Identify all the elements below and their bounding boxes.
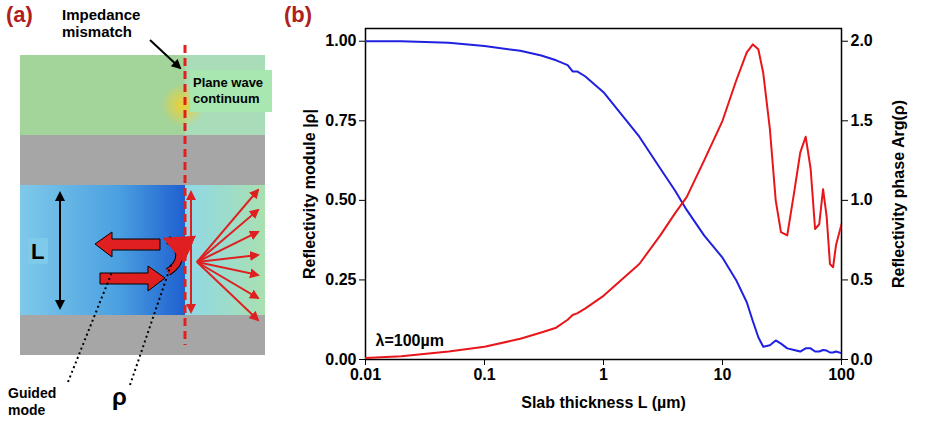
svg-text:0.1: 0.1 <box>473 366 495 383</box>
html-text:(b): (b) <box>284 2 313 27</box>
svg-text:Plane wavecontinuum: Plane wavecontinuum <box>193 75 263 106</box>
svg-text:ρ: ρ <box>112 383 127 410</box>
svg-text:Guidedmode: Guidedmode <box>8 385 56 418</box>
svg-text:L: L <box>31 239 44 264</box>
svg-text:0.01: 0.01 <box>350 366 381 383</box>
svg-text:0.0: 0.0 <box>851 351 873 368</box>
svg-text:10: 10 <box>714 366 732 383</box>
svg-text:2.0: 2.0 <box>851 32 873 49</box>
svg-text:0.50: 0.50 <box>325 191 356 208</box>
svg-text:Reflectivity module |ρ|: Reflectivity module |ρ| <box>301 109 318 279</box>
svg-text:0.75: 0.75 <box>325 112 356 129</box>
svg-text:Reflectivity phase Arg(ρ): Reflectivity phase Arg(ρ) <box>890 100 907 288</box>
svg-text:1: 1 <box>599 366 608 383</box>
svg-text:1.00: 1.00 <box>325 32 356 49</box>
svg-text:λ=100µm: λ=100µm <box>376 332 444 349</box>
svg-text:Slab thickness L (µm): Slab thickness L (µm) <box>521 394 686 411</box>
svg-text:1.5: 1.5 <box>851 112 873 129</box>
svg-text:Impedancemismatch: Impedancemismatch <box>62 6 140 40</box>
svg-text:1.0: 1.0 <box>851 191 873 208</box>
svg-text:0.5: 0.5 <box>851 271 873 288</box>
html-text:(a): (a) <box>6 2 33 27</box>
svg-text:0.25: 0.25 <box>325 271 356 288</box>
svg-text:100: 100 <box>828 366 855 383</box>
svg-text:0.00: 0.00 <box>325 350 357 368</box>
